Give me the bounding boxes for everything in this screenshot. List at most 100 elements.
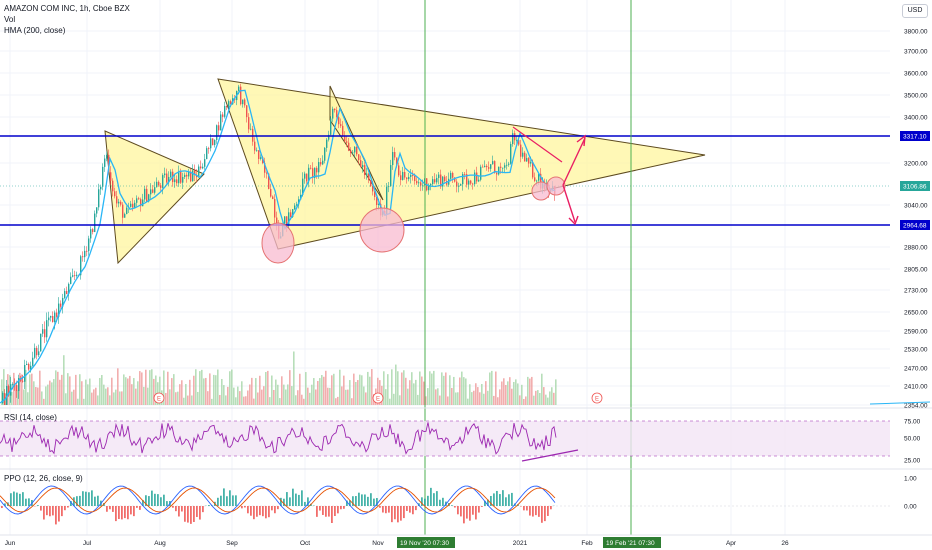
volume-bar <box>529 378 531 405</box>
candle-body <box>60 303 62 307</box>
ppo-histogram-bar <box>223 488 225 506</box>
ppo-histogram-bar <box>157 494 159 506</box>
price-tick-label: 3700.00 <box>904 49 928 56</box>
price-tick-label: 3500.00 <box>904 93 928 100</box>
volume-bar <box>493 395 495 405</box>
ppo-histogram-bar <box>196 506 198 517</box>
candle-body <box>22 380 24 382</box>
candle-body <box>224 105 226 117</box>
volume-bar <box>379 380 381 405</box>
volume-bar <box>229 371 231 405</box>
candle-body <box>70 276 72 284</box>
candle-body <box>540 173 542 189</box>
ppo-histogram-bar <box>124 506 126 519</box>
ppo-histogram-bar <box>394 506 396 520</box>
ppo-histogram-bar <box>541 506 543 523</box>
ppo-histogram-bar <box>268 506 270 518</box>
candle-body <box>28 363 30 370</box>
candle-body <box>48 317 50 321</box>
candle-body <box>158 181 160 186</box>
volume-bar <box>59 379 61 405</box>
candle-body <box>374 191 376 197</box>
candle-body <box>118 201 120 204</box>
candle-body <box>520 144 522 157</box>
candle-body <box>342 125 344 137</box>
ppo-histogram-bar <box>64 506 66 511</box>
candle-body <box>524 152 526 162</box>
candle-body <box>352 152 354 154</box>
channel-line <box>512 126 563 163</box>
ppo-histogram-bar <box>364 494 366 506</box>
ppo-histogram-bar <box>295 493 297 506</box>
candle-body <box>498 166 500 175</box>
volume-bar <box>281 376 283 405</box>
volume-bar <box>253 398 255 405</box>
ppo-histogram-bar <box>454 506 456 508</box>
volume-bar <box>453 376 455 405</box>
candle-body <box>458 185 460 187</box>
time-tick-label: 2021 <box>513 540 528 547</box>
candle-body <box>306 173 308 182</box>
price-label-box <box>900 220 930 230</box>
volume-bar <box>109 395 111 405</box>
price-tick-label: 2805.00 <box>904 267 928 274</box>
volume-bar <box>305 372 307 405</box>
volume-bar <box>117 368 119 405</box>
ppo-histogram-bar <box>106 506 108 512</box>
volume-bar <box>239 391 241 405</box>
ppo-histogram-bar <box>355 496 357 506</box>
volume-bar <box>163 370 165 405</box>
candle-body <box>360 160 362 168</box>
ppo-histogram-bar <box>121 506 123 520</box>
candle-body <box>80 256 82 276</box>
volume-bar <box>45 386 47 405</box>
volume-bar <box>403 370 405 405</box>
ppo-histogram-bar <box>493 493 495 506</box>
candle-body <box>536 180 538 182</box>
volume-bar <box>237 386 239 405</box>
volume-bar <box>195 369 197 405</box>
ppo-histogram-bar <box>52 506 54 516</box>
ppo-histogram-bar <box>154 493 156 506</box>
volume-bar <box>227 386 229 405</box>
symmetrical-triangle <box>217 78 706 250</box>
candle-body <box>302 178 304 195</box>
volume-bar <box>125 377 127 405</box>
candle-body <box>292 209 294 217</box>
candle-body <box>432 179 434 185</box>
candle-body <box>284 216 286 224</box>
ppo-histogram-bar <box>526 506 528 511</box>
candle-body <box>366 173 368 176</box>
candle-body <box>174 179 176 183</box>
volume-bar <box>201 369 203 405</box>
volume-bar <box>29 374 31 405</box>
volume-bar <box>13 372 15 405</box>
volume-bar <box>391 369 393 405</box>
candle-body <box>530 161 532 164</box>
volume-bar <box>433 370 435 405</box>
candle-body <box>134 202 136 208</box>
ppo-histogram-bar <box>430 487 432 506</box>
volume-bar <box>501 381 503 405</box>
ppo-histogram-bar <box>466 506 468 519</box>
candle-body <box>364 165 366 176</box>
ppo-histogram-bar <box>232 495 234 506</box>
candle-body <box>26 363 28 365</box>
ppo-histogram-bar <box>385 506 387 514</box>
volume-bar <box>95 387 97 405</box>
volume-bar <box>225 395 227 405</box>
currency-button[interactable]: USD <box>902 4 928 18</box>
ppo-histogram-bar <box>352 496 354 506</box>
volume-bar <box>497 397 499 405</box>
candle-body <box>290 212 292 217</box>
volume-bar <box>323 376 325 405</box>
volume-bar <box>491 370 493 405</box>
candle-body <box>212 138 214 146</box>
price-tick-label: 2530.00 <box>904 347 928 354</box>
ppo-histogram-bar <box>151 490 153 506</box>
volume-bar <box>87 384 89 405</box>
candle-body <box>114 191 116 197</box>
volume-bar <box>219 394 221 405</box>
